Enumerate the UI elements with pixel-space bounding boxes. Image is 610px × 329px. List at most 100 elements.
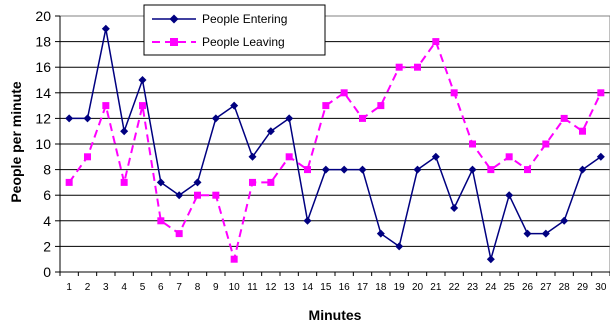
legend-label-entering: People Entering [202, 12, 287, 26]
x-tick-label: 14 [302, 282, 314, 293]
x-axis: 1 2 3 4 5 6 7 8 9 10 11 12 13 14 15 16 17 18 19 20 21 22 23 24 2… [59, 271, 610, 293]
x-tick-label: 9 [213, 282, 219, 293]
data-point [285, 114, 294, 123]
data-point [84, 153, 91, 161]
x-tick-label: 20 [412, 282, 424, 293]
data-point [102, 102, 110, 110]
x-tick-label: 8 [195, 282, 201, 293]
legend: People Entering People Leaving [143, 4, 326, 56]
data-point [395, 63, 403, 71]
x-tick-label: 19 [394, 282, 406, 293]
data-point [321, 165, 330, 174]
y-tick-label: 10 [35, 136, 51, 152]
data-point [322, 102, 330, 110]
x-tick-label: 22 [449, 282, 461, 293]
data-point [469, 140, 476, 148]
series-line [69, 28, 602, 260]
y-tick-label: 12 [35, 110, 51, 126]
data-point [524, 166, 531, 174]
legend-marker-leaving [170, 38, 178, 46]
x-tick-label: 13 [284, 282, 296, 293]
series-line [68, 40, 602, 261]
data-point [541, 229, 550, 238]
data-point [376, 229, 385, 238]
data-point [560, 114, 568, 122]
series-layer [65, 24, 605, 264]
data-point [267, 178, 275, 186]
y-tick-label: 0 [43, 264, 51, 280]
data-point [193, 178, 202, 187]
x-tick-label: 17 [357, 282, 369, 293]
x-tick-label: 18 [375, 282, 387, 293]
data-point [65, 114, 74, 123]
x-tick-label: 3 [103, 282, 109, 293]
legend-label-leaving: People Leaving [202, 35, 285, 49]
data-point [304, 166, 311, 174]
data-point [468, 165, 477, 174]
x-tick-label: 26 [522, 282, 534, 293]
data-point [413, 165, 422, 174]
data-point [560, 216, 569, 225]
data-point [266, 127, 275, 136]
y-tick-label: 8 [43, 162, 51, 178]
x-tick-label: 28 [559, 282, 571, 293]
x-tick-label: 11 [247, 282, 258, 293]
data-point [432, 38, 440, 46]
y-tick-label: 4 [43, 213, 51, 229]
x-tick-label: 7 [176, 282, 182, 293]
data-point [138, 76, 147, 84]
data-point [157, 217, 165, 225]
data-point [211, 114, 220, 123]
x-tick-label: 6 [158, 282, 164, 293]
data-point [487, 166, 495, 174]
legend-marker-entering [169, 14, 179, 24]
data-point [377, 102, 385, 110]
data-point [65, 178, 73, 186]
data-point [431, 152, 440, 161]
x-axis-label: Minutes [309, 307, 362, 323]
y-tick-label: 16 [35, 59, 51, 75]
series-people-entering [65, 24, 605, 264]
x-tick-label: 29 [577, 282, 589, 293]
x-tick-label: 23 [467, 282, 479, 293]
y-tick-label: 14 [35, 85, 51, 101]
x-tick-label: 1 [66, 282, 72, 293]
data-point [579, 127, 586, 135]
x-tick-label: 15 [320, 282, 332, 293]
data-point [212, 191, 220, 199]
data-point [359, 114, 366, 122]
data-point [83, 114, 92, 123]
x-tick-label: 5 [140, 282, 146, 293]
data-point [249, 178, 256, 186]
data-point [450, 204, 459, 212]
data-point [505, 153, 513, 161]
data-point [101, 24, 110, 33]
data-point [597, 89, 605, 97]
data-point [340, 89, 348, 97]
y-tick-label: 18 [35, 34, 51, 50]
x-tick-label: 27 [540, 282, 552, 293]
x-tick-label: 2 [85, 282, 91, 293]
data-point [194, 191, 201, 199]
data-point [230, 255, 238, 263]
x-tick-label: 16 [339, 282, 351, 293]
data-point [248, 152, 257, 161]
data-point [358, 165, 367, 174]
data-point [414, 63, 421, 71]
y-tick-label: 2 [43, 238, 51, 254]
x-tick-label: 4 [121, 282, 127, 293]
data-point [523, 229, 532, 238]
x-tick-label: 21 [430, 282, 442, 293]
data-point [175, 191, 184, 200]
data-point [578, 165, 587, 174]
x-tick-label: 10 [229, 282, 241, 293]
series-people-leaving [65, 38, 605, 263]
data-point [450, 89, 458, 97]
data-point [156, 178, 165, 187]
y-axis-label: People per minute [8, 81, 24, 203]
data-point [505, 191, 514, 200]
data-point [285, 153, 293, 161]
data-point [486, 255, 495, 264]
data-point [340, 165, 349, 174]
